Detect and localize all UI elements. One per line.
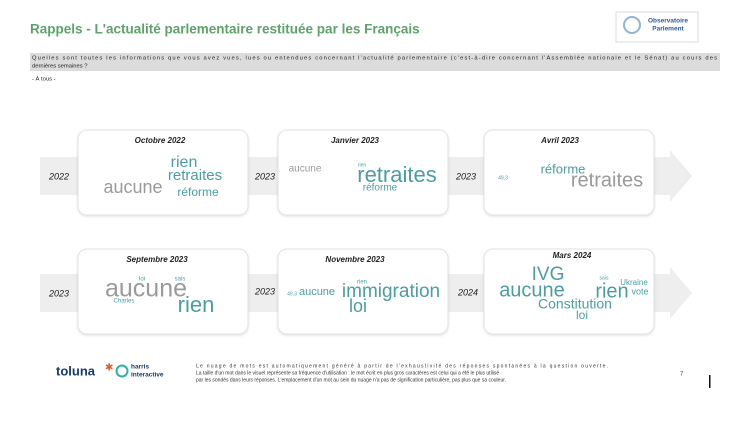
cloud-word: 49,3 — [498, 175, 508, 181]
panel — [483, 129, 655, 216]
logo-icon — [623, 16, 641, 34]
cloud-word: Charles — [114, 299, 135, 305]
note: La taille d'un mot dans le visuel représ… — [196, 370, 499, 376]
cursor-bar — [709, 375, 711, 388]
panel-title: Septembre 2023 — [126, 255, 188, 264]
cloud-word: aucune — [299, 286, 335, 298]
logo: Observatoire Parlement — [615, 11, 699, 43]
cloud-word: Ukraine — [620, 278, 648, 287]
panel-title: Avril 2023 — [540, 136, 579, 145]
cloud-word: rien — [357, 280, 367, 286]
cloud-word: 49,3 — [287, 291, 297, 297]
cloud-word: aucune — [105, 275, 187, 303]
year: 2024 — [457, 287, 478, 297]
cloud-word: Constitution — [538, 296, 612, 312]
cloud-word: loi — [576, 308, 588, 322]
note: par les sondés dans leurs réponses. L'em… — [196, 377, 506, 383]
year: 2023 — [254, 286, 275, 296]
title: Rappels - L'actualité parlementaire rest… — [30, 22, 420, 37]
year: 2023 — [48, 288, 69, 298]
logo-text: Parlement — [652, 26, 684, 33]
timeline-arrow — [670, 267, 692, 319]
cloud-word: réforme — [541, 161, 586, 176]
cloud-word: rien — [178, 292, 215, 317]
cloud-word: retraites — [571, 169, 643, 191]
cloud-word: sais — [175, 277, 186, 283]
cloud-word: rien — [595, 280, 628, 302]
panel-title: Janvier 2023 — [331, 136, 380, 145]
brand-mark: ✱ — [105, 363, 113, 374]
cloud-word: loi — [349, 296, 367, 316]
panel — [77, 248, 249, 335]
cloud-word: immigration — [342, 281, 440, 302]
partner: harris — [131, 364, 149, 371]
question: dernières semaines ? — [32, 64, 88, 70]
cloud-word: aucune — [289, 164, 322, 175]
partner-icon — [115, 364, 129, 378]
cloud-word: rien — [358, 162, 367, 168]
cloud-word: aucune — [499, 279, 565, 301]
note: Le nuage de mots est automatiquement gén… — [196, 363, 608, 369]
cloud-word: aucune — [103, 177, 162, 197]
panel-title: Mars 2024 — [553, 251, 592, 260]
year: 2023 — [455, 171, 476, 181]
year: 2023 — [254, 171, 275, 181]
year: 2022 — [48, 171, 69, 181]
question-bar — [30, 53, 720, 71]
cloud-word: réforme — [177, 185, 219, 199]
timeline-arrow — [670, 150, 692, 202]
brand: toluna — [56, 363, 96, 378]
panel — [277, 248, 449, 335]
panel — [277, 129, 449, 216]
logo-text: Observatoire — [648, 18, 688, 25]
cloud-word: retraites — [357, 162, 436, 187]
audience: - À tous - — [32, 76, 56, 83]
panel-title: Novembre 2023 — [325, 255, 385, 264]
cloud-word: vote — [631, 286, 648, 296]
cloud-word: sais — [600, 275, 609, 281]
panel — [77, 129, 249, 216]
page-number: 7 — [680, 372, 684, 378]
cloud-word: IVG — [532, 264, 565, 285]
cloud-word: loi — [139, 277, 145, 283]
cloud-word: rien — [171, 154, 198, 171]
cloud-word: retraites — [168, 167, 222, 184]
cloud-word: réforme — [363, 183, 398, 194]
partner: interactive — [131, 372, 164, 379]
panel — [483, 248, 655, 335]
panel-title: Octobre 2022 — [135, 136, 186, 145]
question: Quelles sont toutes les informations que… — [32, 56, 717, 62]
